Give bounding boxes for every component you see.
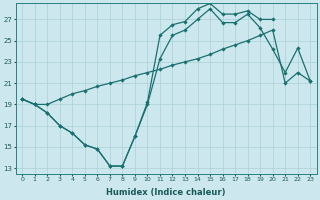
- X-axis label: Humidex (Indice chaleur): Humidex (Indice chaleur): [107, 188, 226, 197]
